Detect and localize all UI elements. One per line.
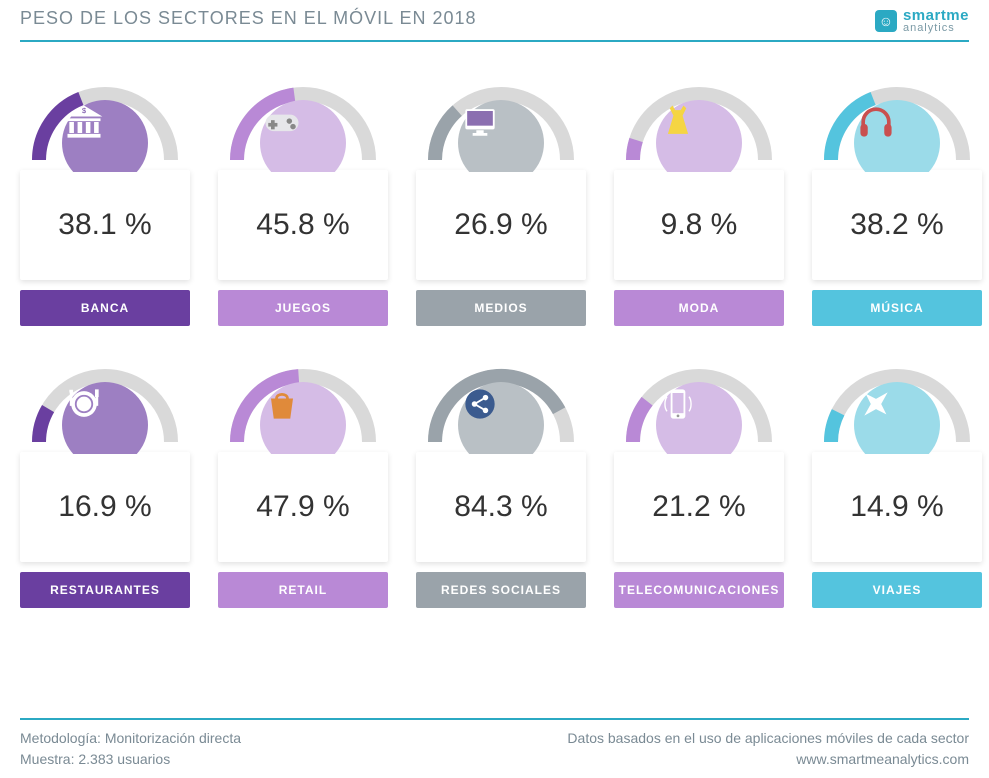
gauge-arc <box>619 354 779 454</box>
percentage-value: 38.1 % <box>58 208 151 242</box>
sector-label: TELECOMUNICACIONES <box>614 572 784 608</box>
value-box: 47.9 % <box>218 452 388 562</box>
logo-sub: analytics <box>903 23 969 34</box>
sector-label: MÚSICA <box>812 290 982 326</box>
gauge-arc <box>817 354 977 454</box>
footer-right: Datos basados en el uso de aplicaciones … <box>567 728 969 770</box>
page-title: PESO DE LOS SECTORES EN EL MÓVIL EN 2018 <box>20 8 477 29</box>
value-box: 16.9 % <box>20 452 190 562</box>
gauge-arc: $ <box>25 72 185 172</box>
percentage-value: 16.9 % <box>58 490 151 524</box>
value-box: 38.2 % <box>812 170 982 280</box>
sector-card: 9.8 % MODA <box>614 72 784 326</box>
sector-label: RETAIL <box>218 572 388 608</box>
value-box: 45.8 % <box>218 170 388 280</box>
gauge-arc <box>223 72 383 172</box>
sector-label: RESTAURANTES <box>20 572 190 608</box>
sector-label: JUEGOS <box>218 290 388 326</box>
cards-grid: $ 38.1 % BANCA 45.8 % JUEGOS <box>0 42 989 628</box>
value-box: 84.3 % <box>416 452 586 562</box>
sector-card: 21.2 % TELECOMUNICACIONES <box>614 354 784 608</box>
percentage-value: 14.9 % <box>850 490 943 524</box>
sector-label: REDES SOCIALES <box>416 572 586 608</box>
svg-text:$: $ <box>82 106 86 115</box>
footer-note: Datos basados en el uso de aplicaciones … <box>567 728 969 749</box>
divider-bottom <box>20 718 969 720</box>
gauge-arc <box>619 72 779 172</box>
header: PESO DE LOS SECTORES EN EL MÓVIL EN 2018… <box>0 0 989 34</box>
value-box: 14.9 % <box>812 452 982 562</box>
sector-card: 47.9 % RETAIL <box>218 354 388 608</box>
gauge-arc <box>817 72 977 172</box>
sector-card: 84.3 % REDES SOCIALES <box>416 354 586 608</box>
value-box: 26.9 % <box>416 170 586 280</box>
sector-label: BANCA <box>20 290 190 326</box>
sector-label: MEDIOS <box>416 290 586 326</box>
gauge-arc <box>421 354 581 454</box>
sector-card: 45.8 % JUEGOS <box>218 72 388 326</box>
percentage-value: 47.9 % <box>256 490 349 524</box>
logo-icon: ☺ <box>875 10 897 32</box>
sector-card: $ 38.1 % BANCA <box>20 72 190 326</box>
sector-label: VIAJES <box>812 572 982 608</box>
percentage-value: 84.3 % <box>454 490 547 524</box>
brand-logo: ☺ smartme analytics <box>875 8 969 34</box>
percentage-value: 26.9 % <box>454 208 547 242</box>
footer-url: www.smartmeanalytics.com <box>567 749 969 770</box>
percentage-value: 9.8 % <box>661 208 738 242</box>
gauge-arc <box>223 354 383 454</box>
footer: Metodología: Monitorización directa Mues… <box>20 718 969 770</box>
gauge-arc <box>421 72 581 172</box>
footer-left: Metodología: Monitorización directa Mues… <box>20 728 241 770</box>
gauge-arc <box>25 354 185 454</box>
percentage-value: 45.8 % <box>256 208 349 242</box>
sector-card: 38.2 % MÚSICA <box>812 72 982 326</box>
method-value: Monitorización directa <box>105 730 241 746</box>
sector-card: 26.9 % MEDIOS <box>416 72 586 326</box>
sector-label: MODA <box>614 290 784 326</box>
sample-value: 2.383 usuarios <box>78 751 170 767</box>
logo-main: smartme <box>903 8 969 23</box>
percentage-value: 21.2 % <box>652 490 745 524</box>
percentage-value: 38.2 % <box>850 208 943 242</box>
sample-label: Muestra: <box>20 751 74 767</box>
value-box: 21.2 % <box>614 452 784 562</box>
sector-card: 14.9 % VIAJES <box>812 354 982 608</box>
method-label: Metodología: <box>20 730 101 746</box>
value-box: 38.1 % <box>20 170 190 280</box>
value-box: 9.8 % <box>614 170 784 280</box>
sector-card: 16.9 % RESTAURANTES <box>20 354 190 608</box>
